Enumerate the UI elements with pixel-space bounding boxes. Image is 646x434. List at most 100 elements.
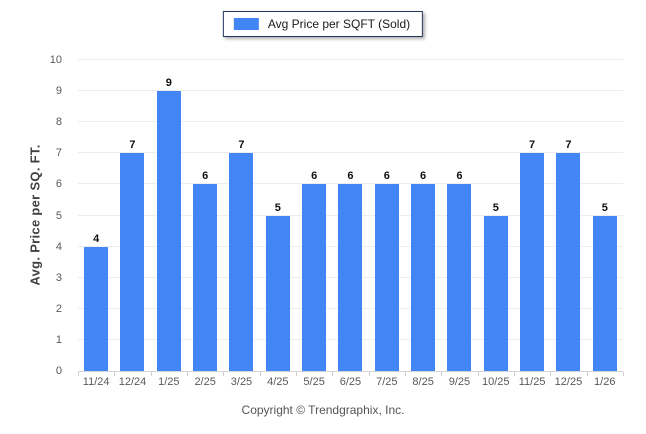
y-tick-label: 1	[55, 333, 62, 346]
bar-slot: 6	[405, 60, 441, 371]
bar-value-label: 5	[601, 201, 608, 214]
y-tick-label: 6	[55, 178, 62, 191]
bar-slot: 7	[223, 60, 259, 371]
x-tickmark	[368, 372, 370, 376]
x-tickmark	[78, 372, 79, 376]
x-tickmark	[405, 372, 406, 376]
bar	[483, 215, 508, 371]
x-tickmark	[187, 372, 188, 376]
bar-value-label: 6	[456, 170, 463, 183]
gridline	[78, 59, 623, 60]
bar-value-label: 4	[93, 232, 100, 245]
x-tick-label: 11/25	[518, 376, 546, 388]
bar	[156, 91, 181, 371]
bar-slot: 7	[550, 60, 586, 371]
x-tickmark	[259, 372, 261, 376]
y-tick-label: 4	[55, 240, 62, 253]
x-tickmark	[477, 372, 479, 376]
bar-slot: 6	[187, 60, 223, 371]
bar-value-label: 6	[202, 170, 209, 183]
x-tick-label: 1/25	[158, 376, 180, 388]
bars-container: 4 7 9 6 7 5 6 6 6 6 6 5 7 7 5	[78, 60, 623, 371]
y-tick-label: 3	[55, 271, 62, 284]
bar-slot: 6	[441, 60, 477, 371]
bar-value-label: 5	[492, 201, 499, 214]
bar-slot: 5	[478, 60, 514, 371]
x-tick-label: 12/25	[554, 376, 583, 388]
x-tick-label: 5/25	[303, 376, 325, 388]
bar	[556, 153, 581, 371]
bar	[302, 184, 327, 371]
bar-slot: 6	[296, 60, 332, 371]
x-tick-label: 3/25	[230, 376, 253, 388]
x-tickmark	[586, 372, 588, 376]
x-tickmark	[550, 372, 552, 376]
x-tickmark	[114, 372, 116, 376]
bar	[84, 246, 109, 371]
bar-value-label: 7	[238, 139, 245, 152]
y-tick-label: 7	[55, 147, 62, 160]
y-tick-label: 2	[55, 302, 62, 315]
bar	[229, 153, 254, 371]
legend-swatch-icon	[233, 18, 259, 30]
y-tick-label: 8	[55, 116, 62, 129]
bar	[193, 184, 218, 371]
x-tickmark	[441, 372, 443, 376]
bar	[447, 184, 472, 371]
x-axis-tickmarks	[78, 372, 624, 377]
bar-value-label: 6	[347, 170, 354, 183]
bar-value-label: 7	[529, 139, 536, 152]
x-tickmark	[223, 372, 225, 376]
x-tick-label: 9/25	[448, 376, 471, 388]
x-axis-labels: 11/24 12/24 1/25 2/25 3/25 4/25 5/25 6/25 7/25 8/…	[78, 376, 623, 388]
bar-value-label: 5	[274, 201, 281, 214]
x-tickmark	[150, 372, 152, 376]
bar-value-label: 6	[383, 170, 390, 183]
bar	[265, 215, 290, 371]
bar-slot: 7	[114, 60, 150, 371]
bar-value-label: 7	[129, 139, 136, 152]
bar	[338, 184, 363, 371]
x-tick-label: 10/25	[482, 376, 510, 388]
bar-value-label: 6	[311, 170, 318, 183]
x-tickmark	[514, 372, 515, 376]
bar-slot: 5	[587, 60, 623, 371]
x-tick-label: 7/25	[376, 376, 398, 388]
legend-label: Avg Price per SQFT (Sold)	[267, 17, 411, 31]
x-tick-label: 12/24	[118, 376, 147, 388]
gridline	[78, 121, 623, 123]
gridline	[78, 152, 623, 154]
copyright-text: Copyright © Trendgraphix, Inc.	[241, 403, 405, 417]
bar-slot: 7	[514, 60, 550, 371]
gridline	[78, 90, 623, 92]
bar	[520, 153, 545, 371]
bar-slot: 5	[260, 60, 296, 371]
bar-slot: 4	[78, 60, 114, 371]
y-axis-ticks: 0 1 2 3 4 5 6 7 8 9 10	[0, 54, 70, 377]
bar	[120, 153, 145, 371]
bar	[374, 184, 399, 371]
bar-value-label: 6	[420, 170, 427, 183]
x-tickmark	[296, 372, 297, 376]
y-tick-label: 10	[49, 54, 62, 66]
y-tick-label: 0	[55, 365, 62, 377]
x-tickmark	[332, 372, 334, 376]
x-tick-label: 8/25	[412, 376, 434, 388]
bar-slot: 6	[369, 60, 405, 371]
bar-value-label: 9	[165, 77, 172, 90]
x-tick-label: 6/25	[339, 376, 362, 388]
bar-slot: 6	[332, 60, 368, 371]
x-tick-label: 1/26	[594, 376, 616, 388]
x-tickmark	[623, 372, 624, 376]
y-tick-label: 5	[55, 209, 62, 222]
x-tick-label: 4/25	[267, 376, 289, 388]
y-tick-label: 9	[55, 85, 62, 98]
bar	[411, 184, 436, 371]
bar-slot: 9	[151, 60, 187, 371]
bar	[592, 215, 617, 371]
bar-value-label: 7	[565, 139, 572, 152]
gridline	[78, 183, 623, 185]
x-tick-label: 2/25	[194, 376, 216, 388]
x-tick-label: 11/24	[82, 376, 110, 388]
